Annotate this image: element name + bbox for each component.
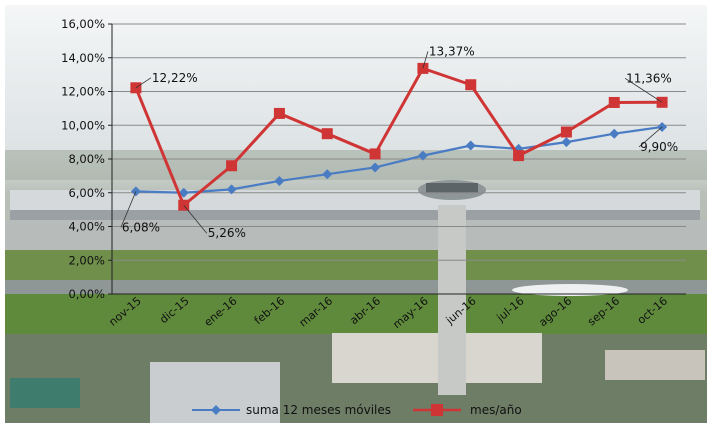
y-tick-label: 12,00% xyxy=(61,85,105,99)
series-2-point xyxy=(513,150,525,162)
data-label: 11,36% xyxy=(626,71,672,85)
data-label: 13,37% xyxy=(429,44,475,58)
data-labels: 12,22% 13,37% 11,36% 6,08% 5,26% 9,90% xyxy=(120,44,678,240)
y-tick-label: 14,00% xyxy=(61,51,105,65)
series-1-point xyxy=(274,175,285,186)
gridlines xyxy=(112,23,686,261)
series-2-point xyxy=(273,107,285,119)
series-1-point xyxy=(417,150,428,161)
data-label: 5,26% xyxy=(208,226,246,240)
y-tick-label: 4,00% xyxy=(68,220,105,234)
series-1-point xyxy=(226,184,237,195)
legend: suma 12 meses móviles mes/año xyxy=(192,403,522,417)
data-label-leader xyxy=(135,77,152,89)
legend-marker-square xyxy=(431,404,443,416)
data-label: 9,90% xyxy=(640,140,678,154)
y-tick-label: 10,00% xyxy=(61,118,105,132)
series-1-point xyxy=(561,137,572,148)
series-1-point xyxy=(322,169,333,180)
series-line-1 xyxy=(135,125,663,194)
y-tick-label: 8,00% xyxy=(68,152,105,166)
series-2-point xyxy=(465,79,477,91)
series-1-point xyxy=(609,128,620,139)
series-1-point xyxy=(370,162,381,173)
data-label-leader xyxy=(624,77,663,103)
y-tick-label: 2,00% xyxy=(68,253,105,267)
series-2-point xyxy=(226,160,238,172)
y-tick-label: 0,00% xyxy=(68,287,105,301)
data-label-leader xyxy=(120,191,137,228)
y-tick-label: 16,00% xyxy=(61,17,105,31)
y-axis-ticks: 0,00% 2,00% 4,00% 6,00% 8,00% 10,00% 12,00% 14,… xyxy=(61,17,112,301)
data-label-leader xyxy=(638,126,663,148)
series-2-point xyxy=(608,96,620,108)
legend-label-series-2: mes/año xyxy=(470,403,522,417)
legend-label-series-1: suma 12 meses móviles xyxy=(246,403,391,417)
data-label-leader xyxy=(422,51,429,69)
data-label: 12,22% xyxy=(152,71,198,85)
data-label-leader xyxy=(183,204,208,234)
y-tick-label: 6,00% xyxy=(68,186,105,200)
series-2-point xyxy=(560,126,572,138)
series-2-point xyxy=(369,148,381,160)
series-2-point xyxy=(321,128,333,140)
series-1-point xyxy=(465,140,476,151)
series-line-2 xyxy=(134,66,663,207)
airport-photo-background xyxy=(5,5,707,423)
data-label: 6,08% xyxy=(122,220,160,234)
legend-marker-diamond xyxy=(211,405,221,415)
